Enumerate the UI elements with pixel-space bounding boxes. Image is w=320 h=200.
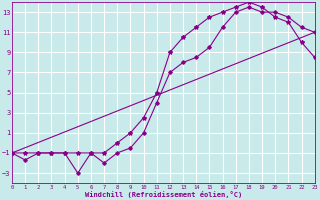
X-axis label: Windchill (Refroidissement éolien,°C): Windchill (Refroidissement éolien,°C) — [85, 191, 242, 198]
